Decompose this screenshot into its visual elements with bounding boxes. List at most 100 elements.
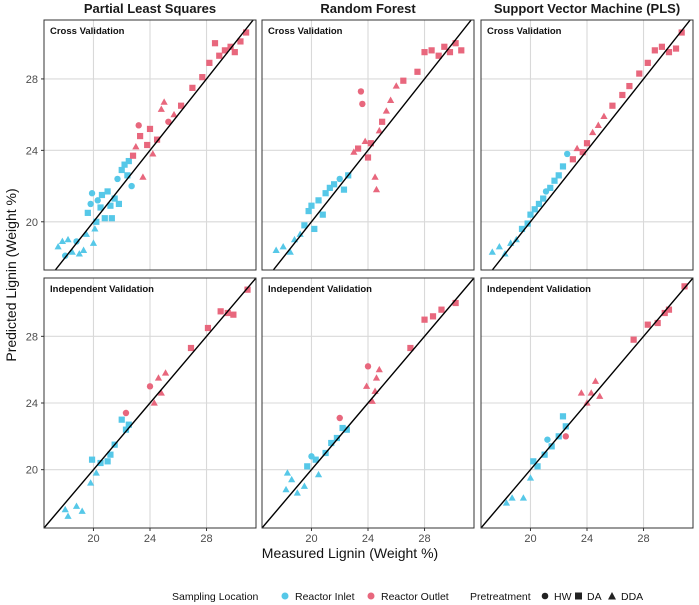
point-reactor-inlet-dda <box>282 485 290 493</box>
point-reactor-inlet-da <box>343 426 350 433</box>
point-reactor-outlet-dda <box>372 185 381 193</box>
point-reactor-outlet-dda <box>132 142 140 150</box>
point-reactor-inlet-da <box>121 161 128 168</box>
point-reactor-inlet-da <box>551 177 558 184</box>
point-reactor-inlet-da <box>340 186 348 193</box>
point-reactor-outlet-da <box>583 140 591 147</box>
point-reactor-inlet-da <box>535 200 543 208</box>
point-reactor-outlet-da <box>681 283 688 290</box>
facet-title-support-vector-machine-pls: Support Vector Machine (PLS) <box>494 1 680 16</box>
point-reactor-inlet-dda <box>300 482 308 489</box>
point-reactor-outlet-dda <box>577 389 585 396</box>
legend-da-label: DA <box>587 591 602 603</box>
point-reactor-inlet-da <box>122 426 130 433</box>
point-reactor-inlet-da <box>118 416 125 423</box>
point-reactor-inlet-dda <box>64 512 72 519</box>
point-reactor-outlet-da <box>414 68 421 75</box>
point-reactor-outlet-dda <box>368 397 376 404</box>
point-reactor-outlet-da <box>355 145 362 152</box>
point-reactor-inlet-hw <box>336 175 343 183</box>
point-reactor-inlet-dda <box>87 479 95 486</box>
point-reactor-inlet-da <box>88 456 96 463</box>
x-tick-label: 28 <box>200 533 212 545</box>
panel-support-vector-machine-pls-cross-validation: Cross Validation <box>480 19 694 271</box>
point-reactor-outlet-hw <box>364 363 372 370</box>
point-reactor-inlet-da <box>315 197 322 204</box>
point-reactor-outlet-dda <box>587 389 595 396</box>
x-tick-label: 24 <box>581 533 593 545</box>
point-reactor-outlet-da <box>187 344 195 352</box>
point-reactor-outlet-da <box>221 47 229 54</box>
point-reactor-inlet-hw <box>88 190 96 197</box>
point-reactor-outlet-da <box>665 306 673 313</box>
points <box>282 299 459 496</box>
point-reactor-outlet-da <box>227 43 234 50</box>
point-reactor-outlet-dda <box>589 128 597 136</box>
point-reactor-outlet-dda <box>600 112 608 120</box>
point-reactor-inlet-da <box>108 215 115 222</box>
legend-reactor-inlet-label: Reactor Inlet <box>295 591 355 603</box>
point-reactor-outlet-dda <box>387 96 395 103</box>
point-reactor-inlet-da <box>547 184 554 191</box>
point-reactor-outlet-dda <box>154 374 163 381</box>
point-reactor-inlet-da <box>562 423 569 430</box>
point-reactor-inlet-hw <box>128 182 135 190</box>
point-reactor-inlet-da <box>97 459 104 467</box>
point-reactor-inlet-hw <box>114 175 121 183</box>
point-reactor-outlet-da <box>435 52 442 59</box>
point-reactor-outlet-da <box>177 102 185 109</box>
point-reactor-inlet-da <box>531 206 538 213</box>
point-reactor-outlet-dda <box>594 121 602 128</box>
point-reactor-outlet-da <box>452 40 459 47</box>
point-reactor-outlet-da <box>678 29 685 36</box>
point-reactor-inlet-dda <box>286 248 294 255</box>
point-reactor-inlet-da <box>330 181 338 188</box>
point-reactor-inlet-hw <box>564 150 571 158</box>
panel-partial-least-squares-cross-validation: Cross Validation 20 24 28 <box>26 19 257 271</box>
point-reactor-inlet-da <box>312 456 319 463</box>
point-reactor-outlet-dda <box>170 110 178 118</box>
point-reactor-inlet-dda <box>502 499 511 506</box>
point-reactor-outlet-dda <box>371 173 379 180</box>
point-reactor-inlet-da <box>304 463 311 470</box>
y-tick-label: 24 <box>26 398 38 410</box>
point-reactor-outlet-da <box>189 84 196 91</box>
point-reactor-outlet-da <box>672 45 680 52</box>
point-reactor-outlet-hw <box>122 409 130 417</box>
point-reactor-outlet-dda <box>382 107 390 114</box>
point-reactor-outlet-hw <box>562 433 569 440</box>
point-reactor-inlet-da <box>111 195 118 202</box>
point-reactor-outlet-da <box>626 82 633 90</box>
point-reactor-outlet-da <box>619 91 626 99</box>
point-reactor-outlet-da <box>243 29 250 36</box>
point-reactor-outlet-da <box>379 118 386 125</box>
point-reactor-inlet-da <box>326 184 333 191</box>
panel-random-forest-independent-validation: Independent Validation 20 24 28 <box>261 277 475 545</box>
point-reactor-outlet-da <box>400 77 407 84</box>
point-reactor-outlet-da <box>661 309 668 317</box>
point-reactor-inlet-da <box>311 225 318 233</box>
y-tick-label: 28 <box>26 331 38 343</box>
point-reactor-inlet-hw <box>61 252 69 259</box>
point-reactor-inlet-dda <box>296 230 304 237</box>
legend-reactor-inlet-swatch <box>281 592 289 600</box>
x-tick-label: 24 <box>144 533 156 545</box>
point-reactor-outlet-da <box>230 311 237 318</box>
point-reactor-outlet-da <box>644 59 651 66</box>
legend: Sampling Location Reactor Inlet Reactor … <box>172 591 643 603</box>
point-reactor-outlet-dda <box>157 105 165 112</box>
point-reactor-inlet-hw <box>544 436 551 443</box>
point-reactor-inlet-da <box>524 220 531 227</box>
identity-line <box>481 278 693 528</box>
point-reactor-inlet-dda <box>89 239 98 246</box>
identity-line <box>44 278 256 528</box>
points <box>488 29 685 257</box>
point-reactor-outlet-dda <box>573 144 581 152</box>
point-reactor-outlet-dda <box>596 392 604 399</box>
point-reactor-outlet-da <box>579 149 586 156</box>
point-reactor-inlet-hw <box>94 197 101 204</box>
legend-dda-label: DDA <box>621 591 643 603</box>
point-reactor-outlet-da <box>654 319 661 327</box>
point-reactor-outlet-dda <box>157 389 165 396</box>
